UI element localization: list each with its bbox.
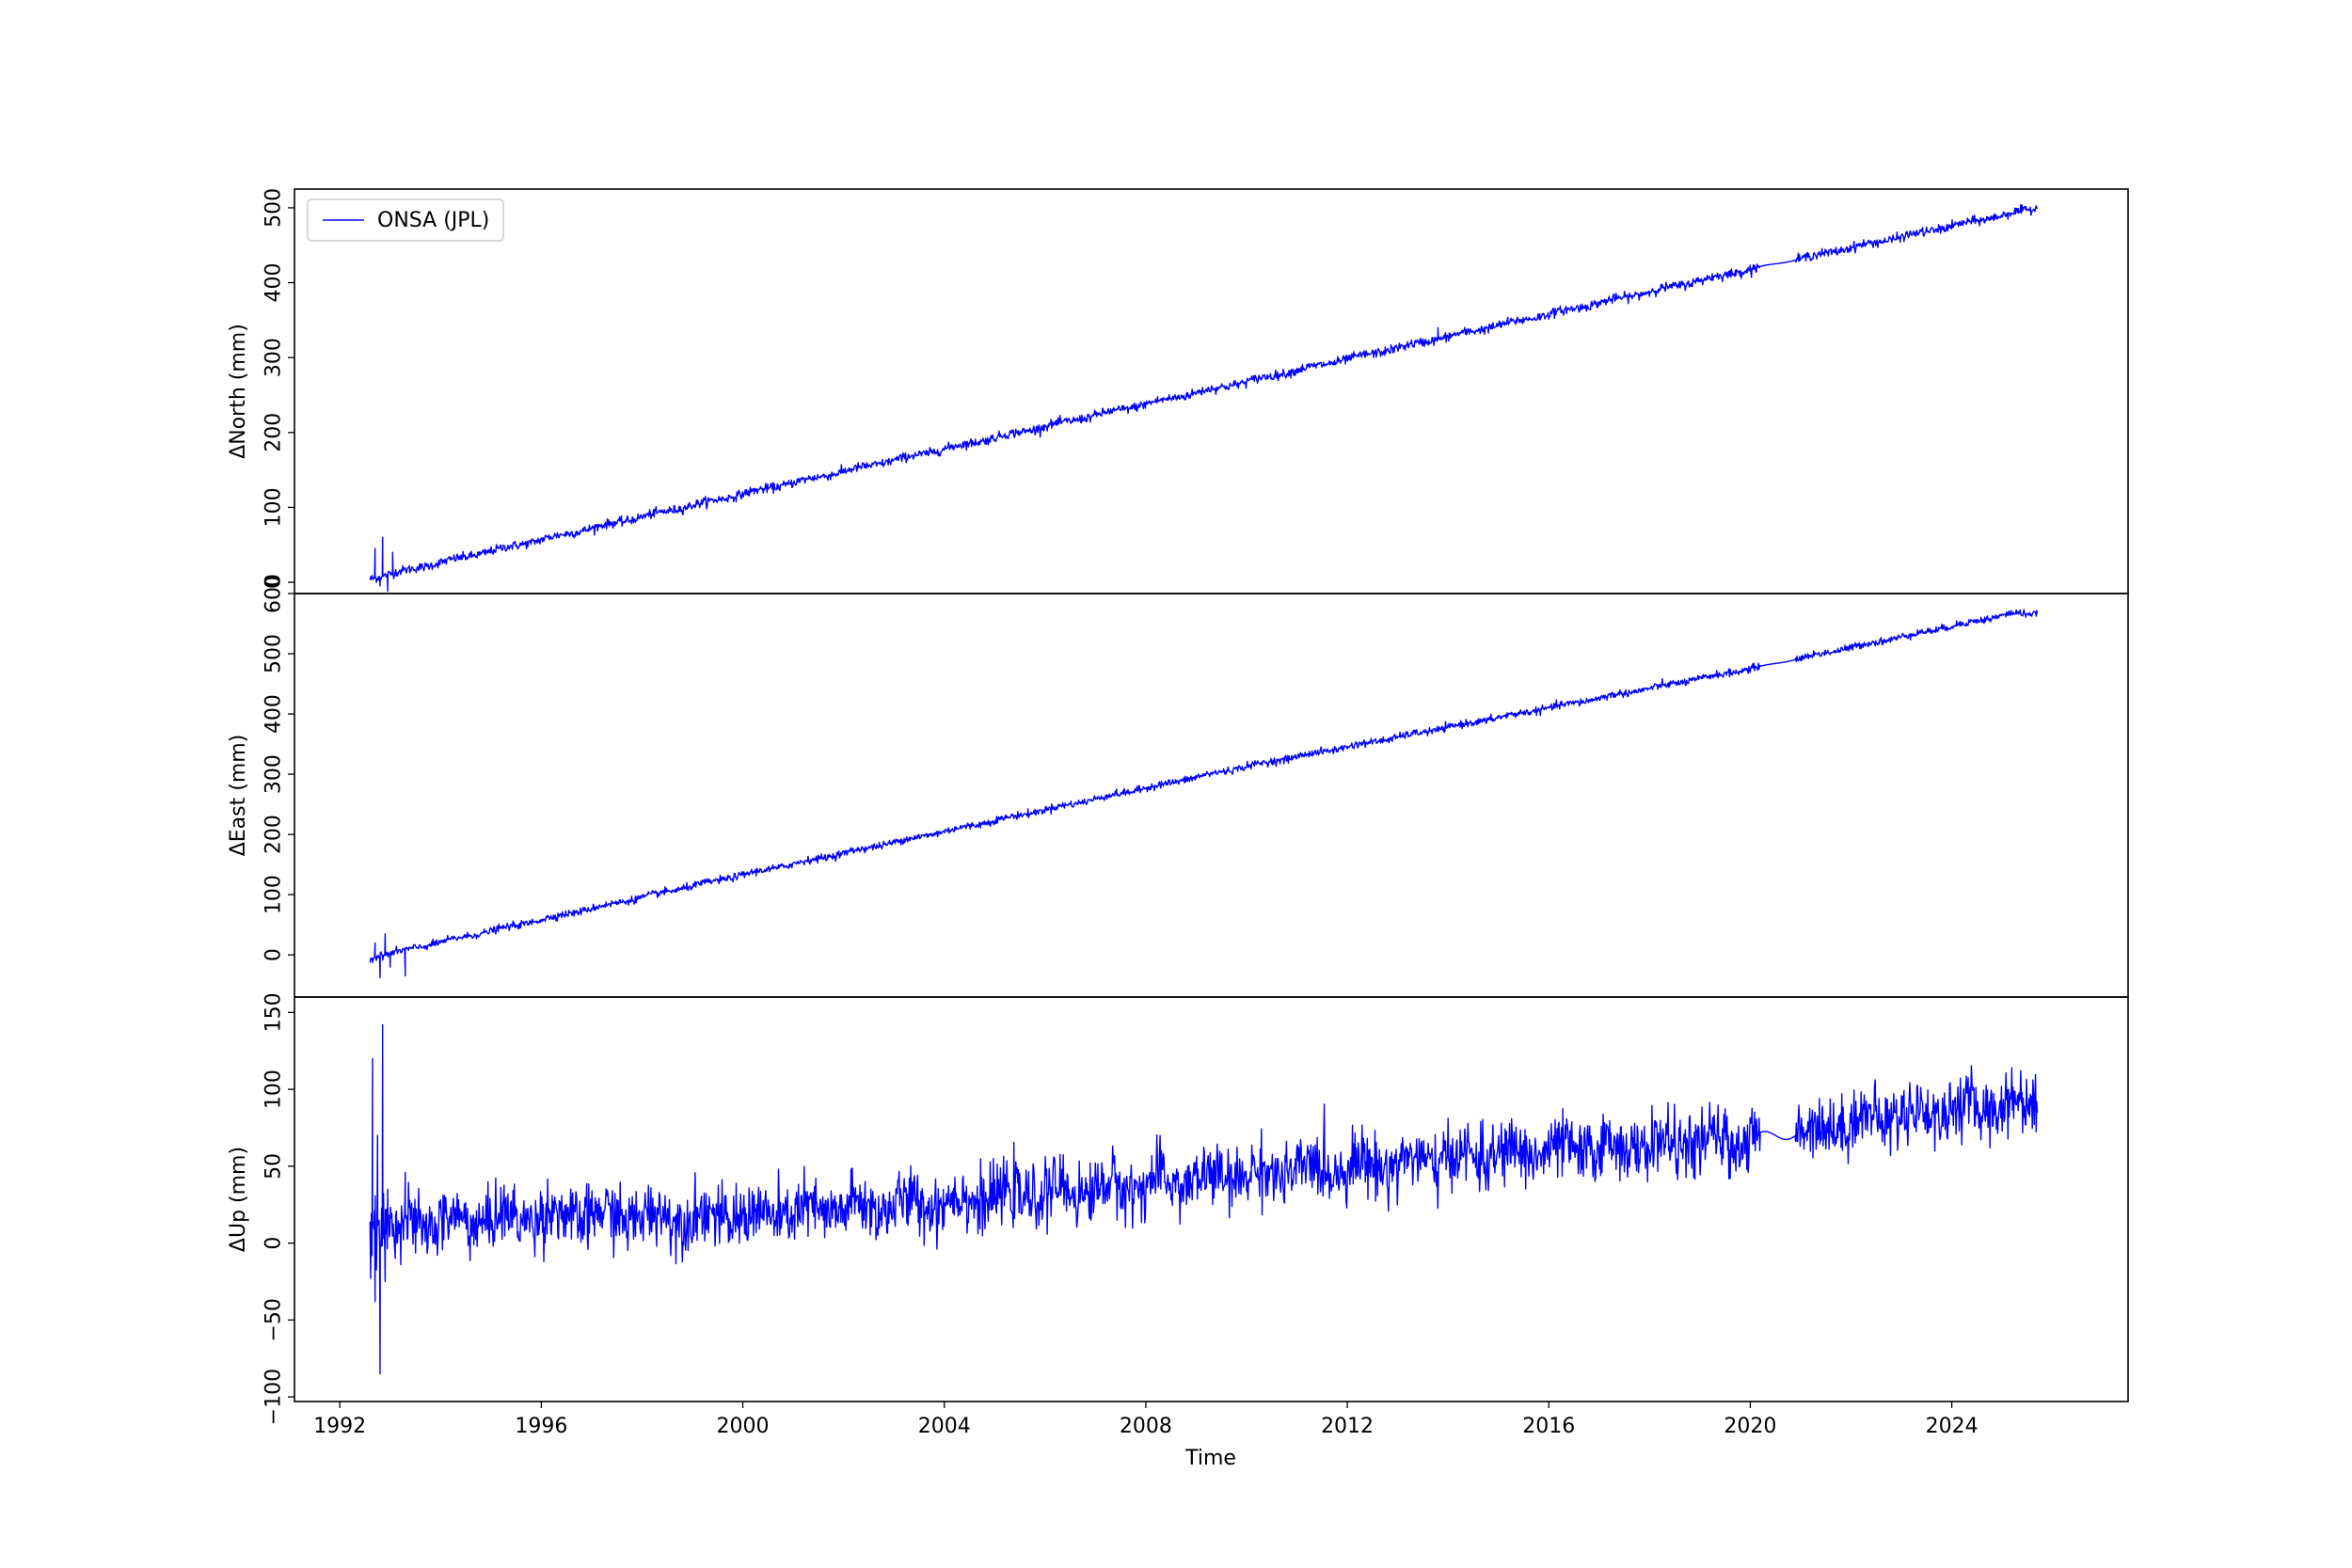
y-tick-label: 500 [262, 634, 286, 673]
y-tick-label: 400 [262, 694, 286, 734]
frame-layer: 1992 1996 2000 2004 2008 2012 2016 2020 2024 [294, 188, 2129, 1438]
series-line-panel-3 [369, 1023, 2039, 1375]
legend: ONSA (JPL) [307, 198, 504, 242]
y-tick-label: 600 [262, 574, 286, 613]
y-tick-label: 150 [262, 992, 286, 1032]
y-axis-label-panel-3: ΔUp (mm) [227, 1147, 250, 1252]
panel-3: −100 −50 0 50 100 150 ΔUp (mm) [227, 992, 2039, 1425]
panel-1: 0 100 200 300 400 500 ΔNorth (mm) [227, 188, 2039, 593]
y-tick-label: 0 [262, 948, 286, 961]
y-tick-label: 300 [262, 754, 286, 794]
x-tick-label: 2020 [1724, 1415, 1776, 1438]
y-tick-label: 200 [262, 413, 286, 452]
y-tick-label: 500 [262, 188, 286, 228]
x-tick-label: 2004 [918, 1415, 971, 1438]
x-tick-label: 2016 [1522, 1415, 1575, 1438]
legend-box [307, 198, 504, 242]
y-tick-label: 0 [262, 1237, 286, 1250]
y-tick-label: −100 [262, 1369, 286, 1425]
y-tick-label: 0 [262, 576, 286, 589]
x-tick-label: 2000 [717, 1415, 770, 1438]
x-tick-label: 1996 [515, 1415, 567, 1438]
y-tick-label: 300 [262, 338, 286, 377]
x-tick-label: 2012 [1321, 1415, 1374, 1438]
y-tick-label: 400 [262, 263, 286, 303]
series-line-panel-1 [369, 203, 2039, 593]
panel-2: 0 100 200 300 400 500 600 ΔEast (mm) [227, 574, 2039, 979]
x-tick-label: 2024 [1926, 1415, 1979, 1438]
y-tick-label: 100 [262, 875, 286, 914]
x-axis-label: Time [1184, 1447, 1236, 1470]
y-tick-label: 200 [262, 815, 286, 854]
series-line-panel-2 [369, 609, 2039, 979]
y-tick-label: −50 [262, 1298, 286, 1341]
y-axis-label-panel-2: ΔEast (mm) [227, 735, 250, 857]
y-tick-label: 100 [262, 1069, 286, 1109]
y-axis-label-panel-1: ΔNorth (mm) [227, 324, 250, 459]
x-tick-label: 1992 [313, 1415, 366, 1438]
y-tick-label: 50 [262, 1153, 286, 1180]
legend-label: ONSA (JPL) [377, 209, 489, 232]
x-tick-label: 2008 [1120, 1415, 1172, 1438]
panel-frame [294, 996, 2129, 1402]
y-tick-label: 100 [262, 487, 286, 527]
